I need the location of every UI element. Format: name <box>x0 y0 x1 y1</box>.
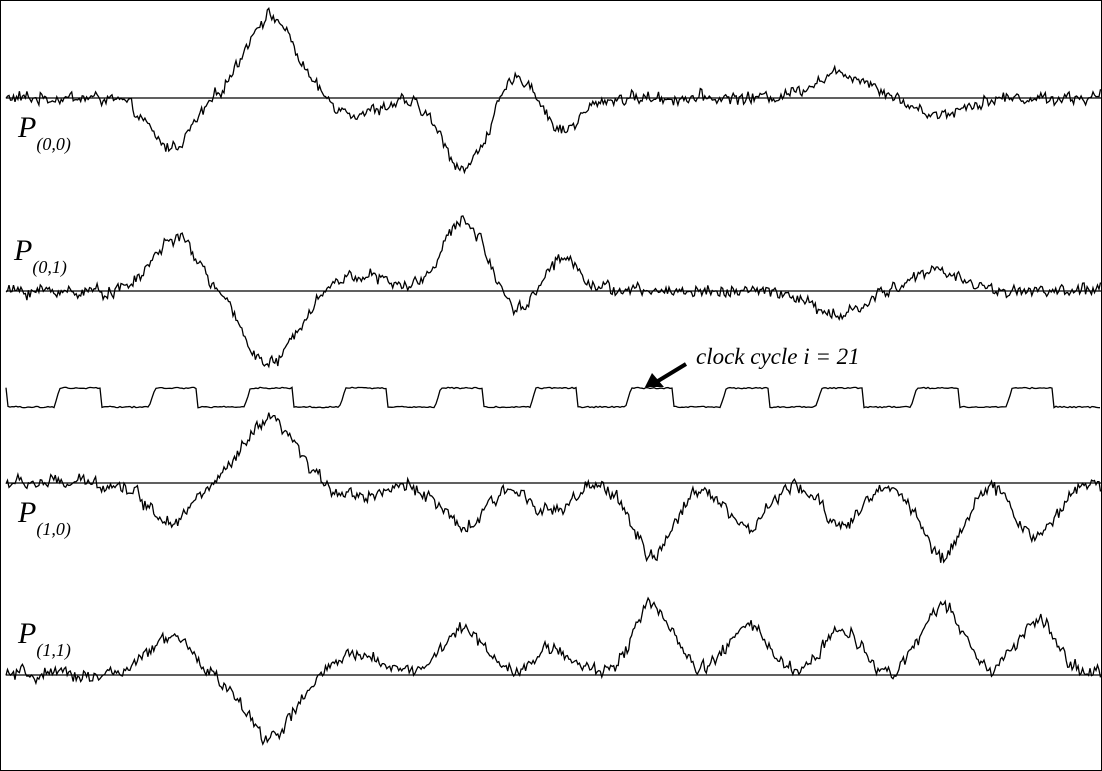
trace-group-p10: P(1,0) <box>5 412 1102 564</box>
trace-group-p11: P(1,1) <box>5 596 1102 746</box>
trace-line-p00 <box>5 6 1102 175</box>
series-label-p11-sub: (1,1) <box>36 640 71 661</box>
trace-line-p10 <box>5 412 1102 564</box>
series-label-p10-sub: (1,0) <box>36 519 71 540</box>
series-label-p00: P(0,0) <box>17 111 71 155</box>
trace-group-p01: P(0,1) <box>5 215 1102 369</box>
series-label-p01-main: P <box>13 234 32 267</box>
trace-group-p00: P(0,0) <box>5 6 1102 175</box>
series-label-p10: P(1,0) <box>17 496 71 540</box>
trace-line-p11 <box>5 596 1102 746</box>
clock-cycle-annotation: clock cycle i = 21 <box>645 344 860 387</box>
annotation-arrow-head <box>645 373 664 387</box>
series-label-p11-main: P <box>17 617 36 650</box>
series-label-p11: P(1,1) <box>17 617 71 661</box>
series-label-p00-sub: (0,0) <box>36 134 71 155</box>
series-label-p00-main: P <box>17 111 36 144</box>
clock-trace-group <box>5 386 1101 409</box>
series-label-p01-sub: (0,1) <box>32 257 67 278</box>
trace-line-p01 <box>5 215 1102 369</box>
clock-trace-line <box>5 386 1101 409</box>
series-label-p10-main: P <box>17 496 36 529</box>
annotation-arrow-shaft <box>656 362 688 383</box>
series-label-p01: P(0,1) <box>13 234 67 278</box>
annotation-text: clock cycle i = 21 <box>696 344 860 369</box>
